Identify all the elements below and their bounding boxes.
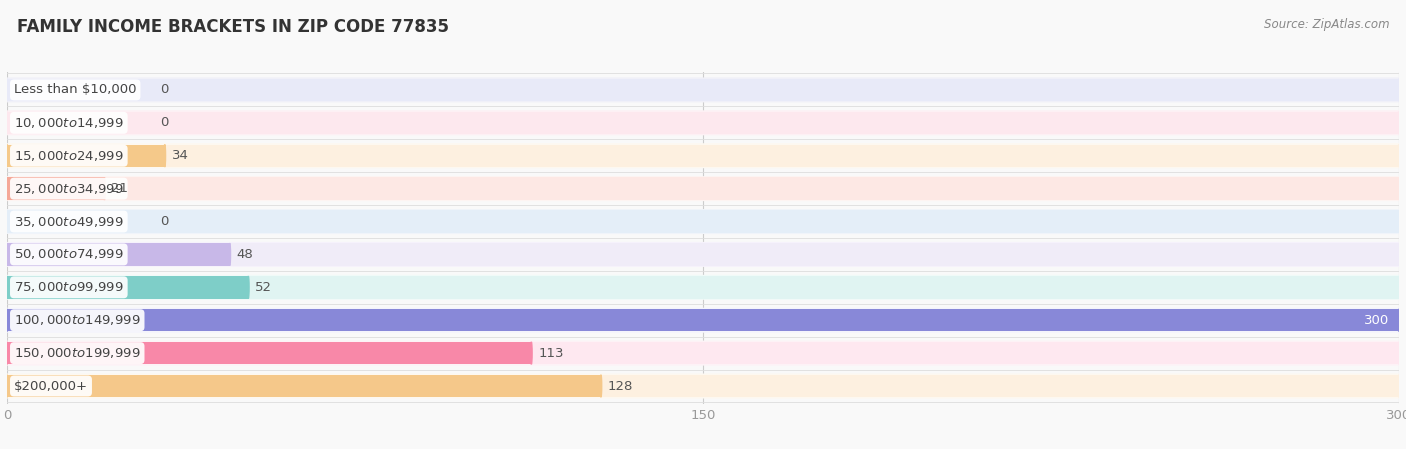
- Text: $75,000 to $99,999: $75,000 to $99,999: [14, 280, 124, 294]
- Bar: [7, 177, 1399, 200]
- Ellipse shape: [1398, 342, 1400, 364]
- Ellipse shape: [247, 276, 249, 299]
- Ellipse shape: [165, 145, 166, 167]
- Text: $15,000 to $24,999: $15,000 to $24,999: [14, 149, 124, 163]
- Ellipse shape: [229, 243, 231, 266]
- FancyBboxPatch shape: [7, 77, 1399, 102]
- Ellipse shape: [6, 276, 8, 299]
- Text: 21: 21: [111, 182, 128, 195]
- Ellipse shape: [6, 145, 8, 167]
- Ellipse shape: [6, 79, 8, 101]
- Ellipse shape: [1398, 243, 1400, 266]
- Ellipse shape: [6, 145, 8, 167]
- Bar: [7, 342, 1399, 364]
- Ellipse shape: [6, 309, 8, 331]
- FancyBboxPatch shape: [7, 176, 1399, 201]
- Ellipse shape: [1398, 177, 1400, 200]
- Text: Source: ZipAtlas.com: Source: ZipAtlas.com: [1264, 18, 1389, 31]
- Text: $150,000 to $199,999: $150,000 to $199,999: [14, 346, 141, 360]
- Ellipse shape: [6, 112, 8, 134]
- Bar: [7, 177, 104, 200]
- Ellipse shape: [6, 210, 8, 233]
- Ellipse shape: [1398, 309, 1400, 331]
- Ellipse shape: [6, 342, 8, 364]
- Text: $50,000 to $74,999: $50,000 to $74,999: [14, 247, 124, 261]
- Text: 0: 0: [160, 84, 169, 97]
- Bar: [7, 145, 165, 167]
- Ellipse shape: [1398, 112, 1400, 134]
- Text: 48: 48: [236, 248, 253, 261]
- FancyBboxPatch shape: [7, 242, 1399, 267]
- FancyBboxPatch shape: [7, 275, 1399, 300]
- Ellipse shape: [104, 177, 105, 200]
- FancyBboxPatch shape: [7, 341, 1399, 365]
- Ellipse shape: [6, 342, 8, 364]
- Ellipse shape: [1398, 276, 1400, 299]
- Bar: [7, 375, 600, 397]
- Bar: [7, 375, 1399, 397]
- FancyBboxPatch shape: [7, 143, 1399, 168]
- Text: FAMILY INCOME BRACKETS IN ZIP CODE 77835: FAMILY INCOME BRACKETS IN ZIP CODE 77835: [17, 18, 449, 36]
- FancyBboxPatch shape: [7, 308, 1399, 333]
- Text: 300: 300: [1364, 314, 1389, 327]
- Bar: [7, 309, 1399, 331]
- Ellipse shape: [6, 276, 8, 299]
- Text: 113: 113: [538, 347, 564, 360]
- Bar: [7, 342, 531, 364]
- Ellipse shape: [6, 177, 8, 200]
- Bar: [7, 210, 1399, 233]
- Text: 52: 52: [256, 281, 273, 294]
- Ellipse shape: [600, 375, 602, 397]
- Ellipse shape: [530, 342, 531, 364]
- Bar: [7, 276, 249, 299]
- Text: 128: 128: [607, 379, 633, 392]
- Bar: [7, 243, 1399, 266]
- Text: $35,000 to $49,999: $35,000 to $49,999: [14, 215, 124, 229]
- Text: $10,000 to $14,999: $10,000 to $14,999: [14, 116, 124, 130]
- Bar: [7, 79, 1399, 101]
- Ellipse shape: [1398, 145, 1400, 167]
- Ellipse shape: [6, 375, 8, 397]
- Ellipse shape: [6, 243, 8, 266]
- Ellipse shape: [6, 243, 8, 266]
- Text: Less than $10,000: Less than $10,000: [14, 84, 136, 97]
- Bar: [7, 112, 1399, 134]
- Bar: [7, 276, 1399, 299]
- Ellipse shape: [6, 309, 8, 331]
- Text: $200,000+: $200,000+: [14, 379, 89, 392]
- Text: 0: 0: [160, 215, 169, 228]
- FancyBboxPatch shape: [7, 110, 1399, 135]
- Text: $25,000 to $34,999: $25,000 to $34,999: [14, 182, 124, 196]
- Ellipse shape: [6, 177, 8, 200]
- FancyBboxPatch shape: [7, 209, 1399, 234]
- Text: $100,000 to $149,999: $100,000 to $149,999: [14, 313, 141, 327]
- Ellipse shape: [1398, 79, 1400, 101]
- Text: 34: 34: [172, 149, 188, 162]
- FancyBboxPatch shape: [7, 374, 1399, 399]
- Ellipse shape: [1398, 375, 1400, 397]
- Bar: [7, 145, 1399, 167]
- Ellipse shape: [6, 375, 8, 397]
- Bar: [7, 243, 229, 266]
- Text: 0: 0: [160, 116, 169, 129]
- Bar: [7, 309, 1399, 331]
- Ellipse shape: [1398, 210, 1400, 233]
- Ellipse shape: [1398, 309, 1400, 331]
